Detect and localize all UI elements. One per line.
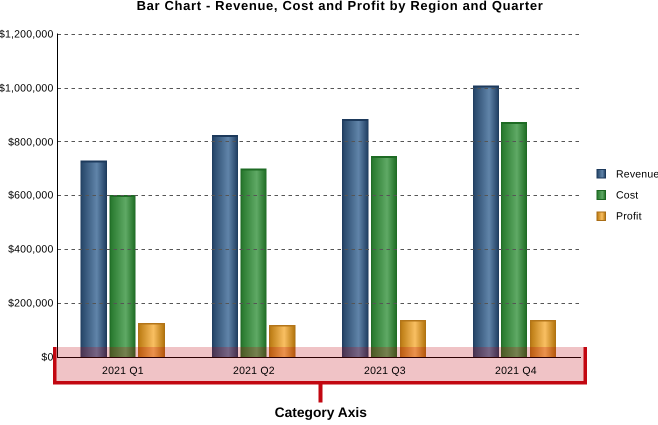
svg-text:Revenue: Revenue (616, 168, 658, 180)
svg-text:$0: $0 (41, 352, 53, 364)
svg-text:2021 Q4: 2021 Q4 (495, 365, 537, 377)
svg-text:$400,000: $400,000 (8, 244, 53, 256)
svg-text:2021 Q1: 2021 Q1 (102, 365, 144, 377)
svg-text:$800,000: $800,000 (8, 137, 53, 149)
svg-text:2021 Q3: 2021 Q3 (364, 365, 406, 377)
svg-text:2021 Q2: 2021 Q2 (233, 365, 275, 377)
svg-text:$600,000: $600,000 (8, 190, 53, 202)
svg-text:Profit: Profit (616, 211, 642, 223)
svg-text:$1,000,000: $1,000,000 (0, 83, 54, 95)
svg-text:$200,000: $200,000 (8, 298, 53, 310)
svg-text:Cost: Cost (616, 190, 638, 202)
svg-text:Category Axis: Category Axis (275, 405, 368, 420)
svg-text:Bar Chart - Revenue, Cost and: Bar Chart - Revenue, Cost and Profit by … (137, 0, 544, 13)
svg-text:$1,200,000: $1,200,000 (0, 29, 54, 41)
